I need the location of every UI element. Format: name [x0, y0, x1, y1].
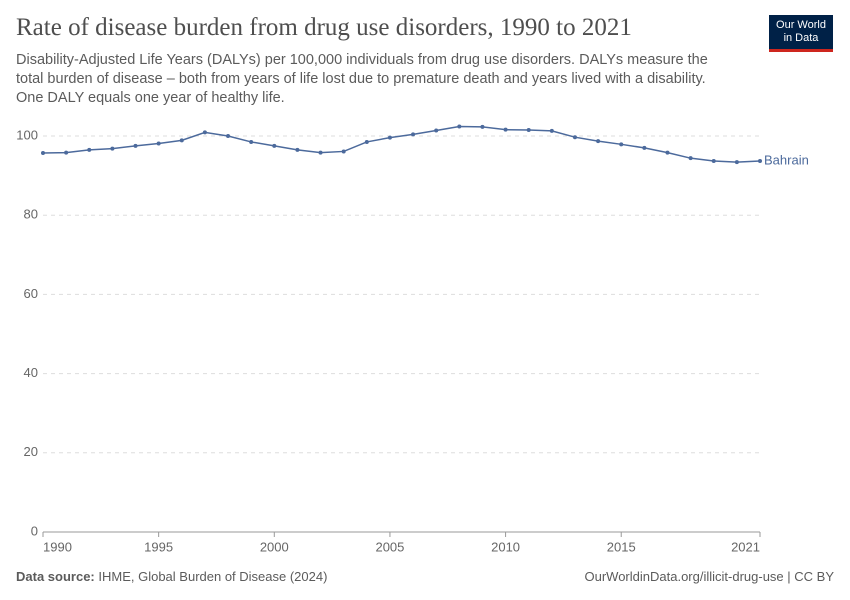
data-point	[295, 147, 300, 152]
x-tick-label: 2000	[260, 539, 289, 554]
data-point	[480, 124, 485, 129]
data-point	[596, 139, 601, 144]
series-line	[42, 125, 761, 163]
x-tick-label: 2005	[375, 539, 404, 554]
data-point	[41, 151, 45, 156]
logo-text: Our World	[776, 19, 826, 31]
data-point	[341, 149, 346, 154]
data-point	[110, 146, 115, 151]
data-point	[642, 145, 647, 150]
x-tick-label: 2021	[731, 539, 760, 554]
y-tick-label: 40	[24, 365, 38, 380]
data-point	[156, 141, 161, 146]
source-label: Data source:	[16, 569, 95, 584]
data-point	[64, 150, 69, 155]
y-tick-label: 100	[16, 127, 38, 142]
data-point	[179, 138, 184, 143]
data-point	[226, 134, 231, 138]
data-point	[734, 160, 739, 165]
data-point	[688, 156, 693, 161]
logo[interactable]: Our World in Data	[769, 15, 833, 52]
x-tick-label: 2010	[491, 539, 520, 554]
chart-subtitle: Disability-Adjusted Life Years (DALYs) p…	[16, 52, 708, 106]
y-tick-label: 60	[24, 286, 38, 301]
x-tick-label: 1995	[144, 539, 173, 554]
y-tick-label: 80	[24, 207, 38, 222]
data-point	[503, 127, 508, 132]
data-point	[711, 158, 716, 163]
data-point	[758, 158, 762, 163]
data-point	[364, 139, 369, 144]
x-tick-label: 2015	[607, 539, 636, 554]
data-point	[249, 139, 254, 144]
logo-text: in Data	[783, 32, 819, 44]
data-point	[526, 128, 531, 133]
data-point	[87, 147, 92, 152]
y-tick-label: 0	[31, 523, 38, 538]
chart-title: Rate of disease burden from drug use dis…	[16, 14, 632, 41]
data-point	[411, 132, 416, 137]
data-point	[202, 130, 207, 135]
footer-url[interactable]: OurWorldinData.org/illicit-drug-use | CC…	[584, 569, 835, 584]
data-point	[387, 135, 392, 140]
series-label: Bahrain	[764, 152, 809, 167]
data-point	[665, 150, 670, 155]
data-point	[318, 150, 323, 155]
x-tick-label: 1990	[43, 539, 72, 554]
data-point	[133, 143, 138, 148]
data-point	[619, 142, 624, 147]
data-point	[549, 128, 554, 133]
source-text: IHME, Global Burden of Disease (2024)	[98, 569, 328, 584]
source: Data source: IHME, Global Burden of Dise…	[16, 569, 327, 584]
y-tick-label: 20	[24, 444, 38, 459]
data-point	[572, 135, 577, 140]
data-point	[272, 143, 277, 148]
data-point	[457, 124, 462, 129]
data-point	[434, 128, 439, 133]
